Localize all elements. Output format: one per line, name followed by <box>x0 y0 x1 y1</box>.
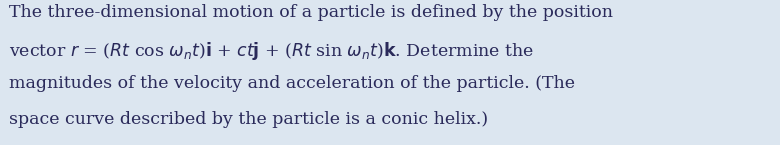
Text: magnitudes of the velocity and acceleration of the particle. (The: magnitudes of the velocity and accelerat… <box>9 75 576 92</box>
Text: space curve described by the particle is a conic helix.): space curve described by the particle is… <box>9 111 488 128</box>
Text: vector $\mathbf{\mathit{r}}$ = ($\mathit{Rt}$ cos $\omega_n t$)$\mathbf{i}$ + $\: vector $\mathbf{\mathit{r}}$ = ($\mathit… <box>9 40 534 62</box>
Text: The three-dimensional motion of a particle is defined by the position: The three-dimensional motion of a partic… <box>9 4 613 21</box>
